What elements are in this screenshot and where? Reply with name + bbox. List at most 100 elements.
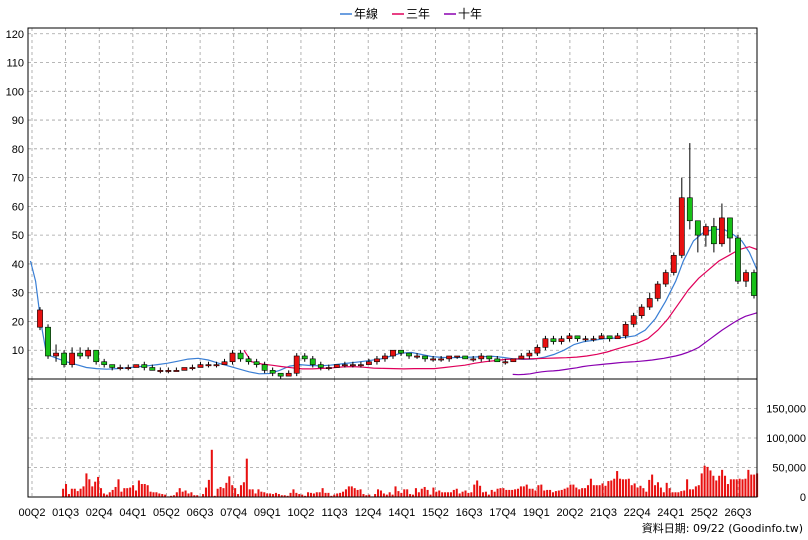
volume-bar [181,491,184,497]
volume-bar [616,471,619,497]
volume-bar [266,493,269,497]
volume-bar [724,475,727,497]
volume-bar [321,488,324,497]
legend: 年線 三年 十年 [340,6,482,21]
volume-bar [111,489,114,497]
volume-bar [607,481,610,497]
candle-body [526,352,533,357]
volume-bar [301,494,304,497]
candle-body [357,364,364,367]
volume-bar [487,494,490,497]
volume-bar [709,470,712,497]
volume-bar [289,492,292,497]
volume-bar [700,473,703,497]
volume-bar [146,485,149,497]
candle-body [510,358,517,363]
volume-bar [327,492,330,497]
volume-bar [525,484,528,497]
volume-bar [73,488,76,497]
volume-bar [499,488,502,497]
candle-body [149,367,156,371]
candle-body [598,335,605,340]
x-tick-label: 24Q1 [657,507,684,519]
volume-bar [359,489,362,497]
candle-body [454,355,461,358]
candle-body [141,364,148,368]
volume-bar [187,493,190,497]
candle-body [398,349,404,354]
candle-body [390,349,396,357]
volume-bar [178,488,181,497]
candle-body [53,352,59,357]
candle-body [325,367,332,369]
volume-bar [184,490,187,497]
data-date-credit: 資料日期: 09/22 (Goodinfo.tw) [642,521,803,535]
volume-bar [172,495,175,497]
volume-bar [414,488,417,497]
volume-bar [196,495,199,497]
volume-bar [277,494,280,497]
volume-bar [228,476,231,497]
volume-bar [377,489,380,497]
volume-bar [665,482,668,497]
x-tick-label: 07Q4 [220,507,247,519]
volume-bar [368,494,371,497]
volume-bar [94,481,97,497]
volume-bar [686,479,689,497]
candle-body [502,361,509,364]
volume-bar [152,492,155,497]
x-tick-label: 04Q1 [119,507,146,519]
candle-body [61,352,67,365]
volume-bar [648,479,651,497]
volume-bar [137,480,140,497]
volume-bars [62,449,759,497]
volume-bar [204,487,208,497]
volume-bar [455,488,458,497]
volume-bar [397,491,400,497]
volume-bar [234,488,237,497]
volume-bar [350,486,353,497]
volume-bar [493,491,496,497]
price-tick-label: 70 [12,173,24,185]
volume-bar [158,493,161,497]
volume-bar [604,485,607,497]
candle-body [309,358,316,365]
volume-bar [519,486,522,497]
volume-bar [662,492,665,497]
candle-body [686,197,693,222]
candle-body [494,358,501,363]
volume-bar [391,494,394,497]
candle-body [462,355,469,360]
candle-body [470,358,477,361]
volume-bar [560,489,563,497]
volume-bar [283,495,286,497]
volume-bar [470,492,473,497]
volume-bar [132,485,135,497]
volume-bar [225,482,228,497]
volume-bar [411,494,415,497]
volume-bar [292,489,295,497]
volume-bar [467,492,470,497]
candle-body [277,372,284,377]
volume-bar [706,466,709,497]
volume-bar [315,492,318,497]
volume-bar [330,495,333,497]
candle-body [253,361,260,365]
candle-body [269,370,276,374]
volume-bar [505,489,508,497]
volume-bar [619,478,622,497]
volume-bar [744,478,747,497]
candle-body [710,226,717,245]
candle-body [438,358,445,361]
volume-bar [575,487,578,497]
volume-bar [429,494,432,497]
volume-bar [613,478,616,497]
volume-bar [595,485,598,497]
x-tick-label: 19Q1 [523,507,550,519]
volume-bar [598,485,601,497]
volume-bar [190,492,193,497]
candle-body [662,272,669,285]
volume-bar [333,494,336,497]
volume-bar [312,493,315,497]
candle-body [743,272,749,282]
